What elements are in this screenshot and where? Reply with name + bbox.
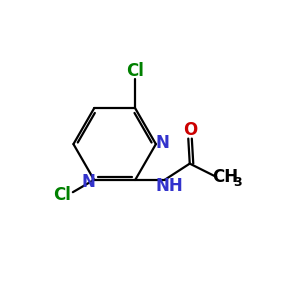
Text: 3: 3 <box>233 176 242 189</box>
Text: O: O <box>183 121 197 139</box>
Text: N: N <box>155 134 169 152</box>
Text: Cl: Cl <box>126 62 144 80</box>
Text: N: N <box>81 173 95 191</box>
Text: CH: CH <box>212 168 238 186</box>
Text: NH: NH <box>155 177 183 195</box>
Text: Cl: Cl <box>54 186 71 204</box>
